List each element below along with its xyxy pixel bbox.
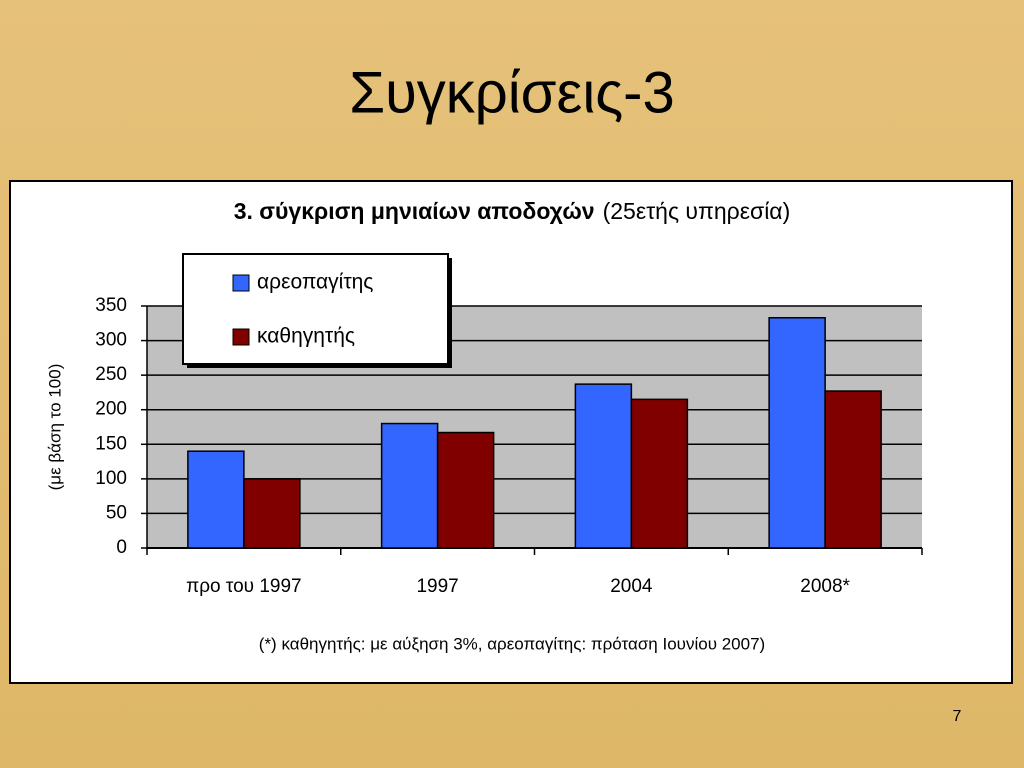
y-tick-label: 50 (106, 502, 127, 523)
legend-label: καθηγητής (257, 325, 355, 348)
bar (380, 422, 439, 549)
x-tick-label: 2008* (800, 576, 850, 597)
y-axis-label: (με βάση το 100) (45, 364, 64, 491)
legend-box (182, 253, 449, 365)
y-tick-label: 300 (95, 330, 127, 351)
bar (187, 450, 245, 549)
bar (630, 398, 689, 549)
bar (574, 383, 633, 549)
y-tick-label: 0 (116, 537, 127, 558)
x-tick-label: 1997 (416, 576, 458, 597)
y-tick-label: 100 (95, 468, 127, 489)
chart-marks: 0 50 100 150 200 250 300 350 προ του 1997 1997 200… (95, 253, 923, 597)
bar (824, 390, 882, 549)
page-number: 7 (953, 708, 962, 725)
bar (768, 317, 826, 549)
y-tick-label: 200 (95, 399, 127, 420)
y-tick-label: 350 (95, 295, 127, 316)
legend-swatch (232, 328, 250, 346)
legend-swatch (232, 274, 250, 292)
footnote: (*) καθηγητής: με αύξηση 3%, αρεοπαγίτης… (259, 634, 765, 653)
bar (436, 431, 495, 549)
bar (243, 478, 301, 549)
slide-title: Συγκρίσεις-3 (349, 60, 675, 125)
chart-title: 3. σύγκριση μηνιαίων αποδοχών (25ετής υπη… (234, 198, 791, 224)
x-tick-label: 2004 (610, 576, 653, 597)
x-tick-label: προ του 1997 (186, 576, 302, 597)
y-tick-label: 150 (95, 433, 127, 454)
legend-label: αρεοπαγίτης (257, 271, 373, 294)
chart-title-main: 3. σύγκριση μηνιαίων αποδοχών (234, 198, 595, 224)
y-tick-label: 250 (95, 364, 127, 385)
chart-subtitle: (25ετής υπηρεσία) (603, 198, 791, 224)
